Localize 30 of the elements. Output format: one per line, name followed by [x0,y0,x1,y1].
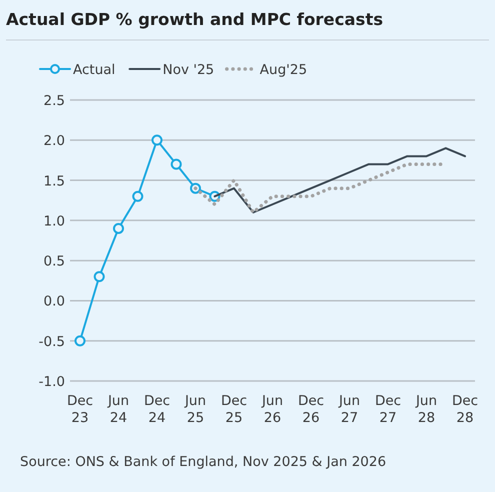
y-tick-label: 0.5 [44,254,65,270]
point [113,222,124,234]
y-tick-label: -0.5 [38,334,65,350]
point [74,335,86,346]
x-tick-label: Jun 26 [260,393,284,426]
y-tick-label: 1.5 [44,173,65,190]
y-tick-label: 0.0 [44,294,65,310]
y-tick-label: -1.0 [38,374,65,390]
point [132,190,144,202]
point [94,271,105,282]
x-tick-label: Dec 24 [144,393,170,426]
y-tick-label: 2.5 [44,93,65,109]
y-tick-label: 1.0 [44,213,65,230]
x-tick-label: Dec 28 [452,393,478,426]
x-tick-label: Jun 24 [106,393,130,426]
point [152,134,162,146]
y-tick-label: 2.0 [44,133,65,150]
legend-label: Nov '25 [162,62,214,78]
x-tick-label: Jun 25 [184,393,206,426]
x-tick-label: Jun 27 [338,393,360,426]
x-tick-label: Dec 27 [374,393,402,426]
chart-title: Actual GDP % growth and MPC forecasts [6,10,384,29]
source-note: Source: ONS & Bank of England, Nov 2025 & Jan 2026 [20,454,386,470]
x-tick-label: Dec 23 [66,393,94,426]
point [170,158,182,170]
legend-label: Actual [73,62,116,78]
x-tick-label: Jun 28 [414,393,438,426]
legend-label: Aug'25 [260,62,308,78]
x-tick-label: Dec 25 [220,393,248,426]
x-tick-label: Dec 26 [298,393,324,426]
